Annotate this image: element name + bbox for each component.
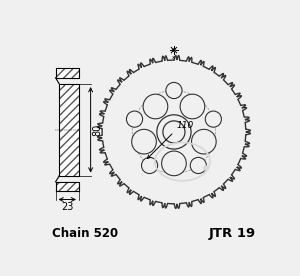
Circle shape — [190, 157, 206, 174]
Text: Chain 520: Chain 520 — [52, 227, 118, 240]
Circle shape — [163, 121, 185, 143]
Bar — [56, 182, 79, 192]
Text: 110: 110 — [176, 121, 193, 130]
Circle shape — [127, 111, 142, 127]
Text: 23: 23 — [61, 202, 74, 212]
Text: x: x — [172, 55, 176, 60]
Circle shape — [142, 157, 158, 174]
Circle shape — [180, 94, 205, 119]
Circle shape — [191, 129, 216, 154]
Text: 80: 80 — [92, 124, 102, 136]
Circle shape — [172, 49, 175, 52]
Circle shape — [157, 115, 191, 149]
Bar — [56, 68, 79, 78]
Circle shape — [132, 129, 156, 154]
Circle shape — [204, 166, 208, 170]
Circle shape — [143, 94, 168, 119]
Circle shape — [166, 83, 182, 99]
Polygon shape — [98, 55, 250, 208]
Bar — [59, 84, 79, 176]
Circle shape — [162, 151, 186, 176]
Circle shape — [205, 111, 221, 127]
Text: JTR 19: JTR 19 — [208, 227, 256, 240]
